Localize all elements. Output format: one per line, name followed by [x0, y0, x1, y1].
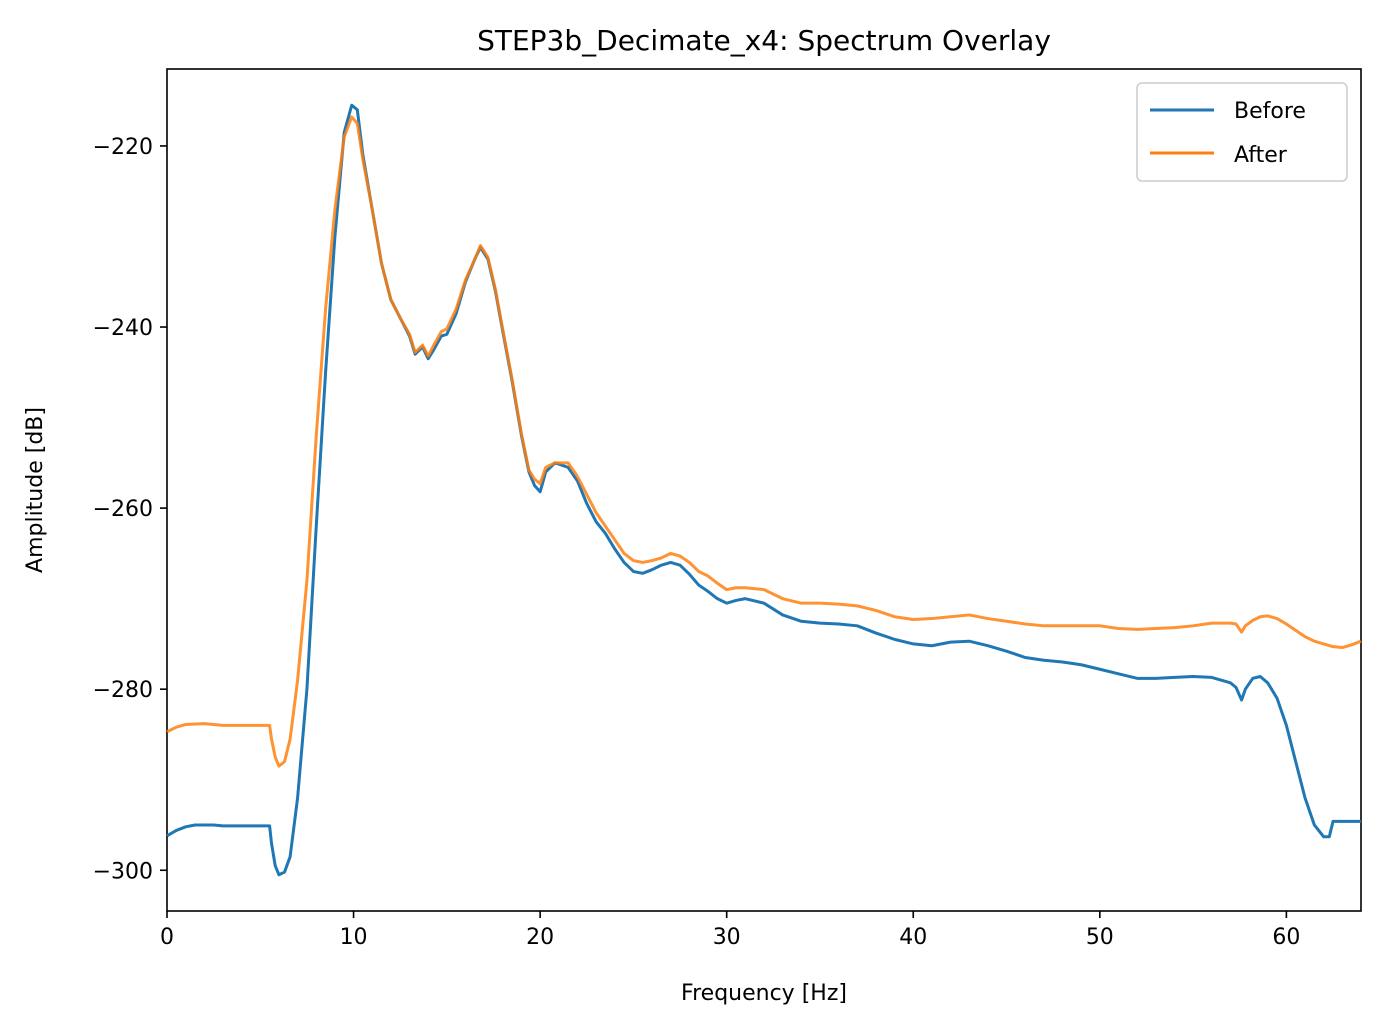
y-tick-label: −300: [93, 859, 153, 884]
series-line-before: [166, 103, 1361, 877]
y-axis-label: Amplitude [dB]: [23, 407, 48, 573]
x-tick-label: 20: [526, 925, 554, 950]
series-line-after: [166, 115, 1362, 768]
y-tick-label: −280: [93, 678, 153, 703]
x-tick-label: 50: [1086, 925, 1114, 950]
series-layer: [166, 103, 1362, 877]
x-tick-label: 60: [1272, 925, 1300, 950]
axes-frame: [166, 68, 1362, 912]
x-tick-label: 40: [899, 925, 927, 950]
x-tick-label: 10: [340, 925, 368, 950]
x-tick-label: 30: [713, 925, 741, 950]
chart-title: STEP3b_Decimate_x4: Spectrum Overlay: [477, 24, 1051, 57]
y-tick-label: −220: [93, 135, 153, 160]
x-axis-ticks: 0 10 20 30 40 50 60: [160, 911, 1300, 950]
legend-label-after: After: [1234, 143, 1288, 168]
y-tick-label: −260: [93, 497, 153, 522]
x-axis-label: Frequency [Hz]: [681, 981, 847, 1006]
plot-area: [166, 68, 1362, 912]
legend-box: [1136, 82, 1348, 182]
legend-label-before: Before: [1234, 99, 1306, 124]
y-tick-label: −240: [93, 316, 153, 341]
y-axis-ticks: −300 −280 −260 −240 −220: [93, 135, 167, 884]
x-tick-label: 0: [160, 925, 174, 950]
legend: Before After: [1136, 82, 1348, 182]
